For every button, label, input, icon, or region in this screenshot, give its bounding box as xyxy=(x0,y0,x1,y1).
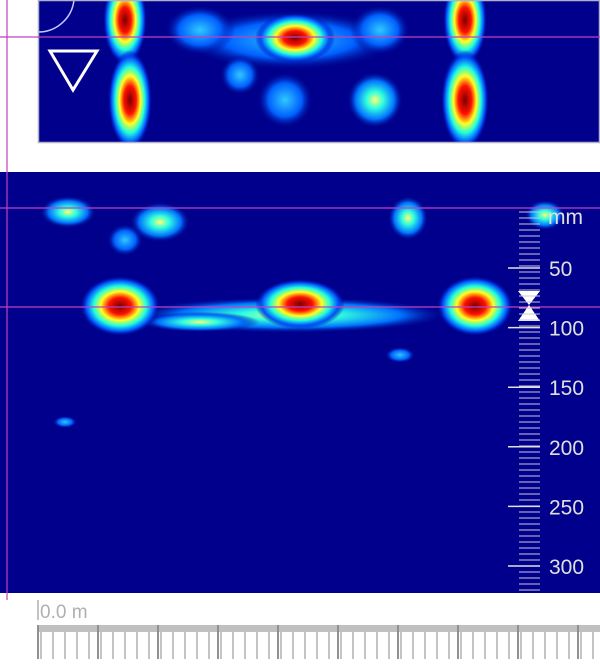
depth-scale: mm 50 100 150 200 250 300 xyxy=(508,206,584,591)
ruler-bar xyxy=(38,625,600,632)
depth-label: 250 xyxy=(549,496,584,519)
depth-label: 200 xyxy=(549,437,584,460)
distance-start: 0.0 m xyxy=(40,602,88,623)
cursor-lines xyxy=(0,0,600,600)
top-panel xyxy=(38,0,600,143)
radargram xyxy=(0,172,600,593)
depth-label: 150 xyxy=(549,377,584,400)
distance-ruler: 0.0 m xyxy=(37,600,600,659)
depth-label: 50 xyxy=(549,258,572,281)
depth-label: 100 xyxy=(549,318,584,341)
depth-label: 300 xyxy=(549,556,584,579)
depth-unit: mm xyxy=(548,206,583,229)
